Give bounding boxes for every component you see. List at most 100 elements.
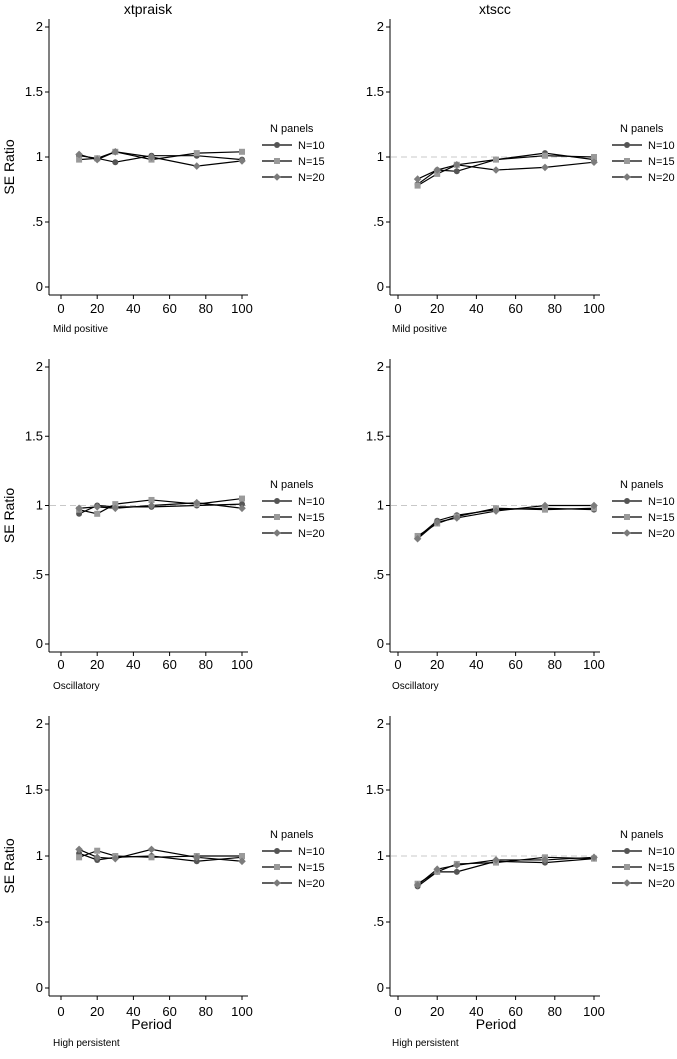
x-tick-label: 100 bbox=[231, 301, 253, 316]
data-point bbox=[433, 166, 441, 174]
panel-note: High persistent bbox=[53, 1038, 120, 1049]
legend-marker bbox=[274, 514, 280, 520]
y-tick-label: 0 bbox=[377, 980, 384, 995]
series-line-n20 bbox=[78, 151, 243, 167]
data-point bbox=[76, 156, 83, 163]
legend-entry: N=20 bbox=[298, 528, 325, 540]
data-point bbox=[542, 506, 548, 513]
x-tick-label: 0 bbox=[57, 1004, 64, 1019]
legend-marker bbox=[273, 879, 281, 887]
legend-entry: N=20 bbox=[298, 172, 325, 184]
legend-entry: N=10 bbox=[648, 496, 675, 508]
x-tick-label: 20 bbox=[90, 301, 104, 316]
x-tick-label: 0 bbox=[394, 1004, 401, 1019]
legend-entry: N=15 bbox=[648, 156, 675, 168]
y-tick-label: .5 bbox=[373, 567, 384, 582]
data-point bbox=[147, 501, 156, 510]
panel-note: High persistent bbox=[392, 1038, 459, 1049]
x-tick-label: 60 bbox=[162, 657, 176, 672]
x-tick-label: 80 bbox=[548, 1004, 562, 1019]
y-tick-label: 1.5 bbox=[25, 428, 43, 443]
data-point bbox=[433, 865, 441, 873]
x-tick-label: 80 bbox=[548, 301, 562, 316]
data-point bbox=[493, 156, 499, 163]
data-point bbox=[192, 162, 201, 170]
y-tick-label: 0 bbox=[36, 636, 43, 651]
series-line-n15 bbox=[417, 856, 595, 885]
data-point bbox=[541, 856, 549, 864]
legend-entry: N=10 bbox=[298, 846, 325, 858]
y-tick-label: 1 bbox=[377, 848, 384, 863]
y-axis-title: SE Ratio bbox=[1, 838, 17, 893]
legend-entry: N=20 bbox=[648, 528, 675, 540]
legend-title: N panels bbox=[270, 123, 314, 135]
x-axis-title: Period bbox=[131, 1016, 171, 1032]
data-point bbox=[590, 501, 598, 510]
y-tick-label: 0 bbox=[377, 279, 384, 294]
data-point bbox=[239, 853, 245, 859]
y-tick-label: .5 bbox=[32, 214, 43, 229]
y-tick-label: 1.5 bbox=[366, 428, 384, 443]
x-tick-label: 20 bbox=[430, 657, 444, 672]
series-line-n15 bbox=[417, 507, 595, 537]
y-tick-label: .5 bbox=[373, 914, 384, 929]
data-point bbox=[453, 168, 460, 175]
series-line-n10 bbox=[417, 507, 595, 538]
data-point bbox=[112, 159, 119, 166]
legend-entry: N=15 bbox=[298, 512, 325, 524]
legend-entry: N=15 bbox=[298, 862, 325, 874]
y-tick-label: 0 bbox=[377, 636, 384, 651]
data-point bbox=[434, 170, 441, 177]
legend-title: N panels bbox=[620, 123, 664, 135]
column-title: xtpraisk bbox=[124, 1, 173, 17]
panel-note: Mild positive bbox=[392, 324, 447, 335]
y-tick-label: .5 bbox=[373, 214, 384, 229]
series-line-n20 bbox=[417, 856, 595, 886]
x-tick-label: 100 bbox=[583, 301, 605, 316]
x-tick-label: 40 bbox=[469, 301, 483, 316]
data-point bbox=[413, 881, 422, 889]
y-tick-label: 1.5 bbox=[25, 782, 43, 797]
data-point bbox=[453, 868, 460, 875]
legend-marker bbox=[624, 498, 630, 504]
x-tick-label: 20 bbox=[90, 1004, 104, 1019]
data-point bbox=[193, 858, 200, 865]
legend-marker bbox=[623, 529, 631, 537]
legend-marker bbox=[624, 514, 630, 520]
series-line-n10 bbox=[417, 858, 595, 887]
x-tick-label: 40 bbox=[126, 301, 140, 316]
legend-entry: N=15 bbox=[298, 156, 325, 168]
x-tick-label: 0 bbox=[394, 657, 401, 672]
legend-entry: N=10 bbox=[648, 846, 675, 858]
y-tick-label: 0 bbox=[36, 980, 43, 995]
x-tick-label: 100 bbox=[583, 1004, 605, 1019]
y-tick-label: 1 bbox=[36, 498, 43, 513]
column-title: xtscc bbox=[479, 1, 511, 17]
series-line-n20 bbox=[417, 504, 594, 540]
data-point bbox=[453, 514, 461, 522]
legend-marker bbox=[273, 173, 281, 181]
legend-marker bbox=[274, 142, 280, 148]
x-tick-label: 40 bbox=[469, 657, 483, 672]
x-tick-label: 60 bbox=[162, 1004, 176, 1019]
legend-marker bbox=[624, 864, 630, 870]
x-tick-label: 20 bbox=[90, 657, 104, 672]
legend-entry: N=15 bbox=[648, 862, 675, 874]
x-tick-label: 40 bbox=[126, 657, 140, 672]
y-tick-label: .5 bbox=[32, 567, 43, 582]
data-point bbox=[492, 856, 500, 864]
legend: N panels N=10 N=15 N=20 bbox=[612, 479, 675, 540]
data-point bbox=[193, 150, 200, 157]
x-tick-label: 80 bbox=[199, 1004, 213, 1019]
x-tick-label: 60 bbox=[162, 301, 176, 316]
x-tick-label: 60 bbox=[508, 657, 522, 672]
x-tick-label: 0 bbox=[57, 657, 64, 672]
series-line-n15 bbox=[78, 850, 242, 858]
series-line-n15 bbox=[417, 155, 595, 187]
y-tick-label: 1 bbox=[377, 149, 384, 164]
data-point bbox=[192, 853, 201, 862]
legend-entry: N=20 bbox=[298, 878, 325, 890]
